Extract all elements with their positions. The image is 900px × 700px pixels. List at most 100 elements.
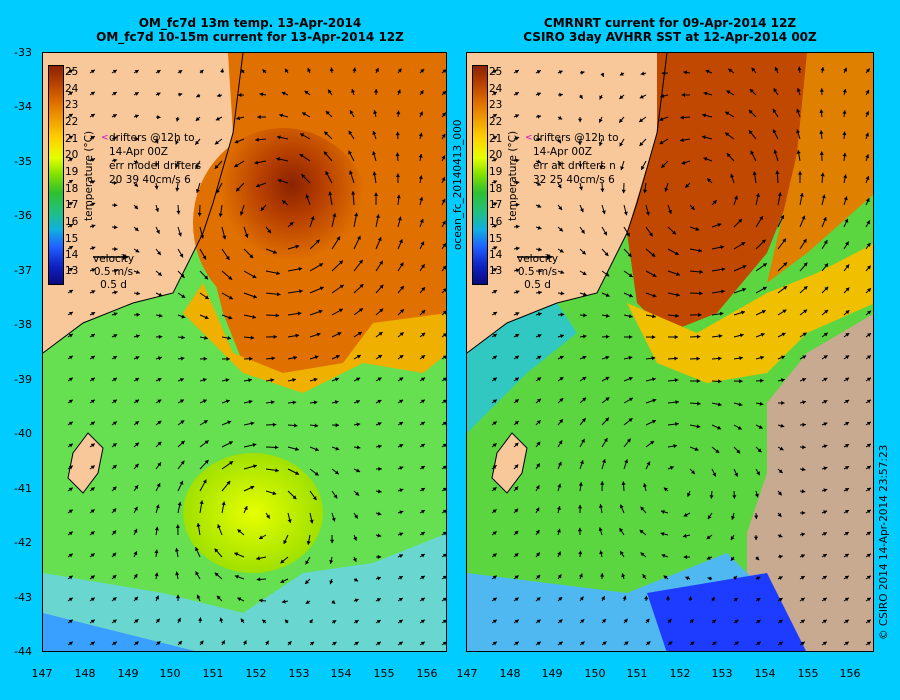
current-arrowhead <box>652 273 657 277</box>
current-arrowhead <box>557 461 562 466</box>
current-arrowhead <box>398 576 403 580</box>
current-arrowhead <box>601 596 605 601</box>
current-arrowhead <box>293 355 298 360</box>
current-arrowhead <box>558 440 563 445</box>
current-arrowhead <box>492 575 497 580</box>
current-arrowhead <box>777 192 782 197</box>
current-arrowhead <box>314 355 319 360</box>
current-arrowhead <box>650 440 655 445</box>
current-arrowhead <box>733 576 737 580</box>
current-arrowhead <box>442 531 446 536</box>
drifters-line: err alt drifters n <box>533 160 616 172</box>
current-arrowhead <box>560 291 565 296</box>
current-arrowhead <box>90 575 95 580</box>
current-arrowhead <box>272 422 277 427</box>
current-arrowhead <box>646 461 651 466</box>
current-arrowhead <box>421 310 426 314</box>
current-arrowhead <box>845 399 850 404</box>
current-arrowhead <box>845 332 850 337</box>
current-arrowhead <box>719 311 724 316</box>
current-arrowhead <box>442 575 446 580</box>
current-arrowhead <box>421 355 426 359</box>
current-arrowhead <box>134 70 139 74</box>
current-arrowhead <box>844 532 849 536</box>
current-arrowhead <box>844 575 849 580</box>
current-arrowhead <box>578 573 583 578</box>
current-arrowhead <box>581 438 585 443</box>
current-arrowhead <box>399 332 404 337</box>
cb-label: 24 <box>65 83 79 95</box>
current-arrowhead <box>377 576 381 581</box>
current-arrowhead <box>198 617 203 621</box>
current-arrowhead <box>379 284 384 289</box>
velocity-time: 0.5 d <box>100 279 127 291</box>
current-arrowhead <box>225 378 230 383</box>
current-arrowhead <box>399 444 404 448</box>
current-arrowhead <box>701 135 706 140</box>
current-arrowhead <box>651 252 656 257</box>
current-arrowhead <box>359 284 364 289</box>
current-arrowhead <box>673 444 678 449</box>
current-arrowhead <box>579 460 584 465</box>
current-arrowhead <box>174 547 180 552</box>
current-arrowhead <box>214 140 219 145</box>
current-arrowhead <box>801 489 806 494</box>
current-arrowhead <box>420 421 425 426</box>
current-arrowhead <box>158 313 163 318</box>
current-arrowhead <box>623 211 628 216</box>
right-tasmania <box>491 432 528 494</box>
current-arrowhead <box>179 253 184 258</box>
current-arrowhead <box>741 310 745 315</box>
current-arrowhead <box>90 158 95 162</box>
current-arrowhead <box>717 425 722 430</box>
current-arrowhead <box>262 69 267 74</box>
current-arrowhead <box>335 355 340 359</box>
current-arrowhead <box>515 268 520 273</box>
drifters-line: drifters @12h to <box>109 132 195 144</box>
current-arrowhead <box>299 154 304 158</box>
current-arrowhead <box>300 133 305 138</box>
current-arrowhead <box>742 265 747 269</box>
current-arrowhead <box>556 506 561 510</box>
current-arrowhead <box>276 292 281 297</box>
current-arrowhead <box>418 154 423 158</box>
current-arrowhead <box>399 466 404 471</box>
current-arrowhead <box>276 271 280 276</box>
current-arrowhead <box>492 136 497 140</box>
current-arrowhead <box>358 308 363 313</box>
current-arrowhead <box>133 182 138 187</box>
current-arrowhead <box>273 334 277 339</box>
cb-label: 23 <box>489 99 503 111</box>
current-arrowhead <box>663 487 668 492</box>
current-arrowhead <box>324 131 329 136</box>
current-arrowhead <box>378 332 383 336</box>
current-arrowhead <box>134 463 139 468</box>
current-arrowhead <box>397 68 402 73</box>
cb-label: 21 <box>65 133 79 145</box>
current-arrowhead <box>175 524 180 528</box>
current-arrowhead <box>492 377 497 382</box>
current-arrowhead <box>91 290 96 294</box>
current-arrowhead <box>642 483 647 488</box>
current-arrowhead <box>514 508 519 513</box>
current-arrowhead <box>216 189 220 194</box>
current-arrowhead <box>442 509 446 514</box>
current-arrowhead <box>113 203 118 208</box>
current-arrowhead <box>292 495 297 500</box>
current-arrowhead <box>738 218 743 223</box>
current-arrowhead <box>536 398 541 403</box>
current-arrowhead <box>598 142 603 146</box>
current-arrowhead <box>660 531 665 536</box>
current-arrowhead <box>557 139 561 144</box>
current-arrowhead <box>133 506 138 511</box>
current-arrowhead <box>396 89 401 94</box>
current-arrowhead <box>256 556 260 561</box>
current-arrowhead <box>493 202 498 207</box>
current-arrowhead <box>536 70 541 74</box>
current-arrowhead <box>823 400 828 404</box>
current-arrowhead <box>177 617 181 622</box>
current-arrowhead <box>800 641 805 646</box>
current-arrowhead <box>690 205 695 210</box>
current-arrowhead <box>442 288 446 293</box>
current-arrowhead <box>803 309 808 314</box>
